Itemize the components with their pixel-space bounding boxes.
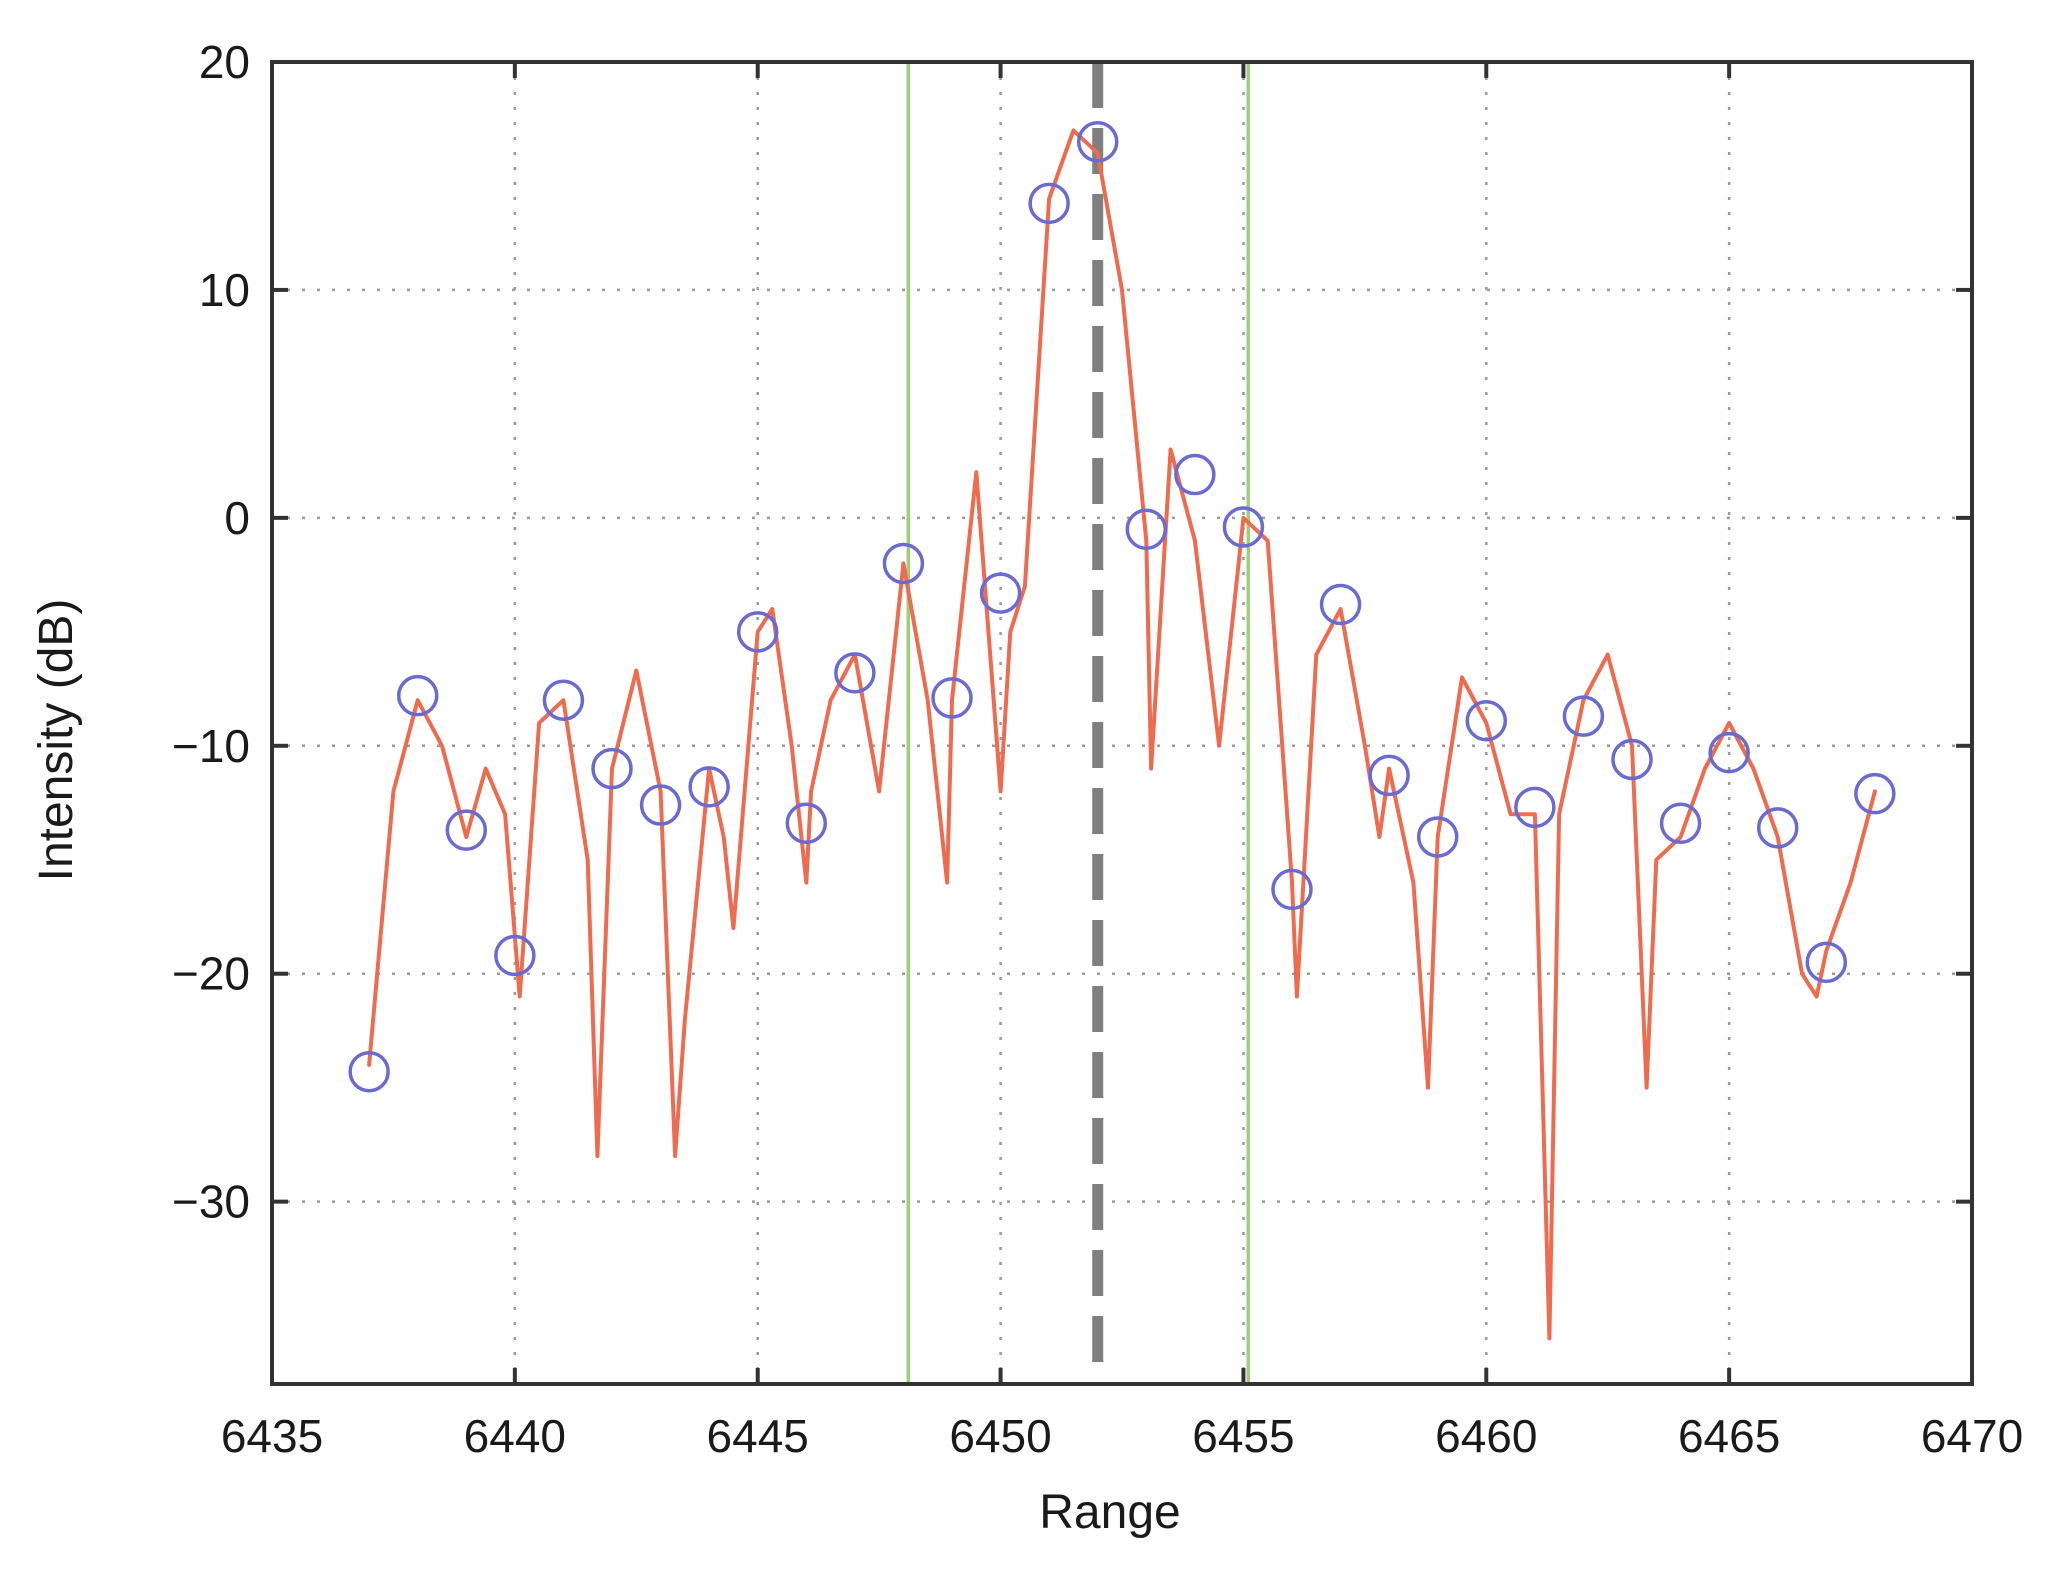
sample-point-6444 [688, 766, 730, 808]
sample-point-6466 [1756, 807, 1799, 849]
sample-point-6463 [1611, 738, 1653, 781]
x-tick-label-6465: 6465 [1678, 1410, 1780, 1462]
sample-point-6456 [1271, 868, 1313, 911]
x-axis-title: Range [1039, 1486, 1180, 1539]
sample-point-6442 [591, 747, 633, 790]
x-tick-label-6470: 6470 [1921, 1410, 2023, 1462]
sample-point-6451 [1028, 182, 1070, 225]
sample-point-6461 [1514, 786, 1556, 829]
sample-point-6443 [639, 784, 682, 826]
sample-point-6452 [1076, 121, 1119, 163]
sample-point-6438 [396, 674, 439, 717]
sample-point-6441 [542, 679, 585, 721]
sample-point-6462 [1562, 695, 1605, 737]
sample-point-6447 [834, 652, 876, 694]
y-axis-title: Intensity (dB) [30, 599, 83, 882]
y-tick-label-neg10: −10 [172, 720, 250, 772]
sample-point-6457 [1319, 583, 1362, 626]
x-tick-label-6455: 6455 [1192, 1410, 1294, 1462]
grid-layer [272, 62, 1972, 1384]
sample-point-6465 [1708, 731, 1750, 774]
sample-point-6446 [785, 802, 828, 845]
y-tick-label-0: 0 [224, 492, 250, 544]
y-tick-label-neg30: −30 [172, 1176, 250, 1228]
x-tick-label-6450: 6450 [949, 1410, 1051, 1462]
sample-point-6454 [1174, 453, 1216, 496]
y-tick-label-10: 10 [199, 264, 250, 316]
series-layer [348, 121, 1896, 1341]
sample-point-6448 [882, 542, 925, 585]
sample-point-6459 [1416, 816, 1459, 858]
sample-point-6460 [1465, 699, 1508, 742]
x-tick-label-6460: 6460 [1435, 1410, 1537, 1462]
y-tick-label-neg20: −20 [172, 948, 250, 1000]
sample-point-6455 [1222, 506, 1265, 548]
sample-point-6445 [736, 611, 779, 653]
sample-point-6437 [348, 1050, 390, 1093]
tick-labels: 6435 6440 6445 6450 6455 6460 6465 6470 20 10 0 −10… [172, 36, 2023, 1462]
sample-point-6467 [1805, 941, 1848, 984]
intensity-line [367, 128, 1877, 1341]
sample-point-6449 [931, 677, 973, 719]
sample-point-6439 [445, 809, 488, 851]
plot-frame [270, 60, 1974, 1386]
x-tick-label-6445: 6445 [707, 1410, 809, 1462]
sample-point-6453 [1125, 508, 1168, 551]
sample-point-6458 [1368, 754, 1410, 797]
x-tick-label-6440: 6440 [464, 1410, 566, 1462]
sample-point-6440 [494, 934, 536, 977]
reference-lines [906, 62, 1251, 1384]
sample-point-6468 [1854, 772, 1896, 815]
y-tick-label-20: 20 [199, 36, 250, 88]
x-tick-label-6435: 6435 [221, 1410, 323, 1462]
sample-point-6450 [979, 572, 1022, 614]
sample-point-6464 [1659, 802, 1702, 845]
axes-frame [270, 60, 1974, 1386]
